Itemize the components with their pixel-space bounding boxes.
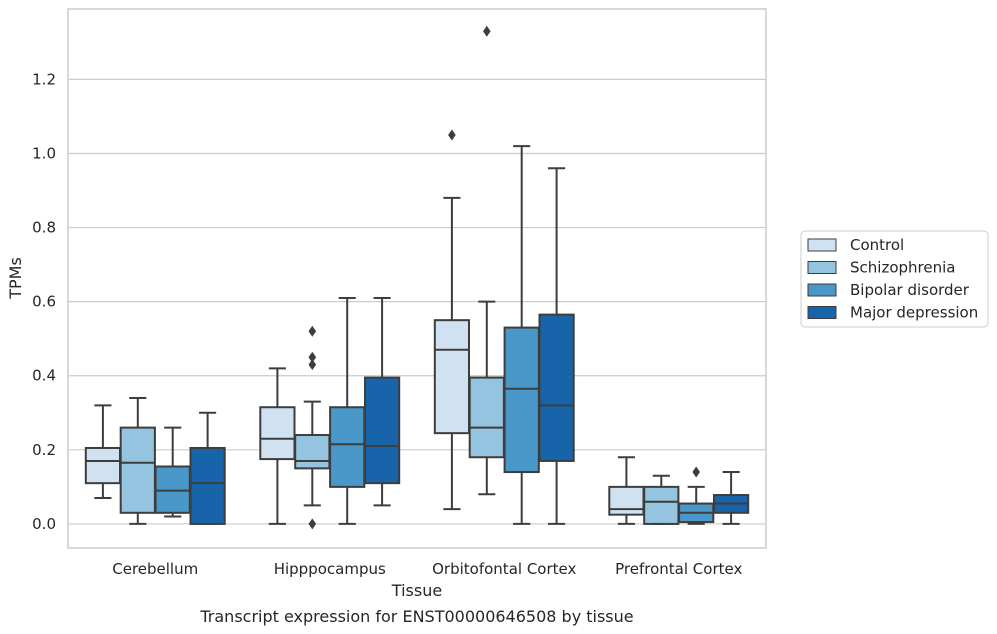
legend-label: Bipolar disorder — [850, 281, 970, 299]
y-tick-label: 0.4 — [32, 367, 56, 385]
legend: Control Schizophrenia Bipolar disorder Majo… — [800, 230, 989, 328]
outlier-point — [448, 129, 456, 141]
box-body — [468, 376, 505, 459]
legend-swatch — [807, 283, 837, 297]
outlier-point — [692, 466, 700, 478]
plot-frame — [67, 8, 767, 549]
y-axis-label: TPMs — [6, 257, 25, 300]
x-tick-label: Cerebellum — [112, 560, 198, 578]
box-body — [294, 434, 331, 470]
outlier-point — [308, 351, 317, 363]
box-body — [503, 326, 540, 474]
box-body — [329, 406, 366, 488]
x-axis-label: Tissue — [391, 581, 442, 600]
y-tick-label: 0.8 — [32, 219, 56, 237]
boxes — [84, 25, 750, 530]
box-2-0 — [154, 426, 191, 518]
box-body — [84, 446, 122, 485]
figure-caption: Transcript expression for ENST0000064650… — [199, 607, 633, 626]
y-tick-label: 0.2 — [32, 441, 56, 459]
box-2-1 — [329, 296, 366, 525]
box-3-0 — [189, 411, 226, 525]
legend-label: Major depression — [850, 304, 978, 322]
gridlines — [68, 78, 766, 525]
box-body — [119, 426, 156, 514]
box-1-1 — [294, 325, 331, 530]
plot-background — [68, 9, 766, 548]
legend-swatch — [807, 238, 837, 252]
box-1-0 — [119, 396, 156, 525]
y-tick-label: 1.0 — [32, 144, 56, 162]
legend-label: Control — [850, 236, 904, 254]
box-body — [538, 313, 575, 462]
y-tick-label: 1.2 — [32, 70, 56, 88]
outlier-point — [308, 518, 317, 530]
outlier-point — [308, 325, 317, 337]
x-tick-label: Prefrontal Cortex — [615, 560, 742, 578]
box-body — [643, 485, 680, 525]
box-2-2 — [503, 145, 540, 525]
box-1-3 — [643, 474, 680, 525]
y-tick-label: 0.6 — [32, 293, 56, 311]
box-3-3 — [712, 471, 750, 525]
box-2-3 — [678, 466, 715, 525]
box-0-2 — [433, 129, 471, 511]
box-body — [433, 319, 471, 435]
box-3-1 — [363, 296, 401, 507]
x-tick-labels: Cerebellum Hipppocampus Orbitofontal Corte… — [112, 560, 742, 578]
legend-swatch — [807, 261, 837, 274]
box-3-2 — [538, 167, 575, 525]
legend-swatch — [807, 306, 837, 319]
box-1-2 — [468, 25, 505, 496]
legend-frame — [800, 230, 989, 328]
outlier-point — [483, 25, 491, 37]
legend-items: Control Schizophrenia Bipolar disorder Majo… — [807, 236, 978, 322]
y-tick-label: 0.0 — [32, 515, 56, 533]
legend-label: Schizophrenia — [850, 259, 955, 277]
box-body — [259, 406, 296, 461]
box-body — [189, 446, 226, 525]
y-tick-labels: 0.0 0.2 0.4 0.6 0.8 1.0 1.2 — [32, 70, 56, 533]
x-tick-label: Orbitofontal Cortex — [432, 560, 576, 578]
x-tick-label: Hipppocampus — [274, 560, 386, 578]
box-body — [608, 485, 645, 516]
outlier-point — [308, 359, 317, 371]
box-body — [363, 376, 401, 485]
box-0-1 — [259, 367, 296, 525]
